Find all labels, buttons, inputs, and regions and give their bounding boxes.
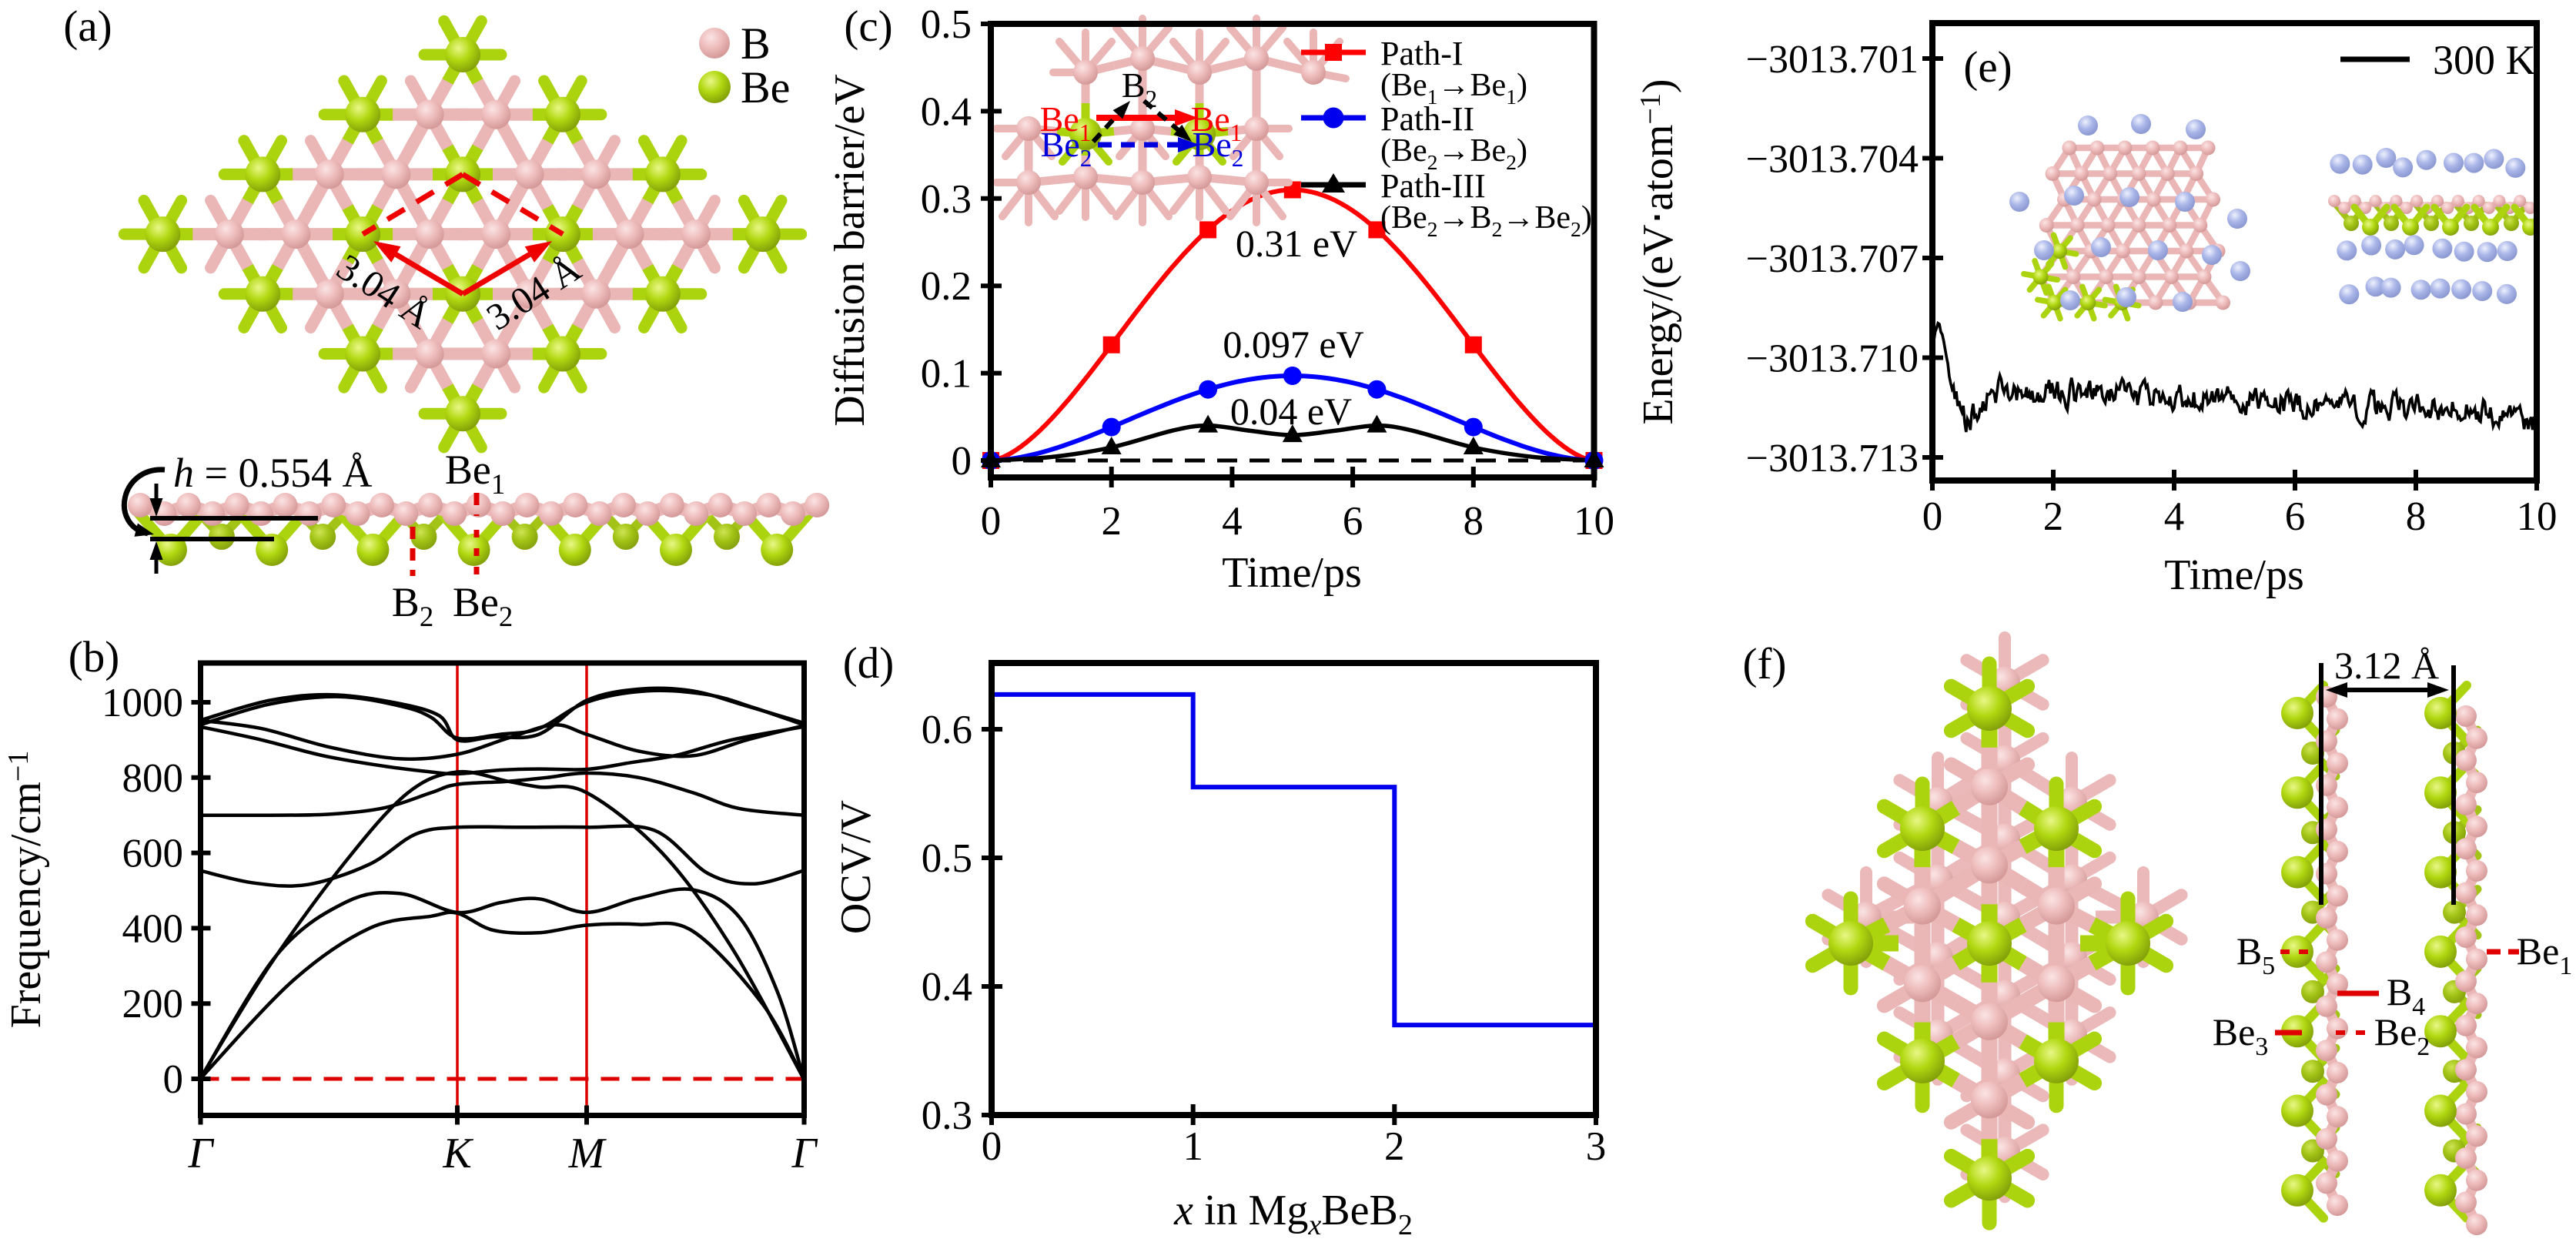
svg-text:0.5: 0.5 bbox=[922, 836, 972, 881]
svg-text:K: K bbox=[442, 1130, 473, 1177]
svg-text:Path-III: Path-III bbox=[1380, 167, 1486, 205]
svg-text:0.097 eV: 0.097 eV bbox=[1223, 323, 1363, 366]
svg-text:x in Mgx​BeB2: x in Mgx​BeB2 bbox=[1173, 1187, 1413, 1235]
svg-text:0.4: 0.4 bbox=[922, 965, 972, 1010]
svg-text:2: 2 bbox=[1384, 1124, 1405, 1169]
svg-text:4: 4 bbox=[2164, 494, 2185, 539]
svg-text:3.12 Å: 3.12 Å bbox=[2334, 644, 2439, 687]
svg-text:−3013.701: −3013.701 bbox=[1746, 38, 1919, 82]
svg-text:3: 3 bbox=[1586, 1124, 1607, 1169]
svg-text:6: 6 bbox=[1343, 499, 1363, 544]
svg-text:(e): (e) bbox=[1963, 43, 2012, 92]
svg-text:6: 6 bbox=[2285, 494, 2306, 539]
svg-text:0.3: 0.3 bbox=[922, 1093, 972, 1138]
svg-text:0.5: 0.5 bbox=[921, 2, 972, 47]
svg-text:10: 10 bbox=[2517, 494, 2558, 539]
svg-text:M: M bbox=[568, 1130, 607, 1177]
svg-text:0.1: 0.1 bbox=[921, 352, 972, 397]
svg-text:10: 10 bbox=[1574, 499, 1614, 544]
svg-text:B: B bbox=[741, 18, 771, 69]
svg-text:(Be1​→Be1​): (Be1​→Be1​) bbox=[1380, 68, 1527, 109]
svg-text:Time/ps: Time/ps bbox=[1222, 549, 1362, 597]
svg-text:0.31 eV: 0.31 eV bbox=[1236, 222, 1357, 265]
svg-text:h = 0.554 Å: h = 0.554 Å bbox=[173, 450, 372, 496]
svg-text:0: 0 bbox=[1922, 494, 1943, 539]
svg-text:0.3: 0.3 bbox=[921, 177, 972, 222]
svg-text:−3013.707: −3013.707 bbox=[1746, 237, 1919, 281]
svg-text:0: 0 bbox=[981, 499, 1002, 544]
svg-text:400: 400 bbox=[122, 906, 184, 951]
svg-text:4: 4 bbox=[1222, 499, 1243, 544]
svg-text:200: 200 bbox=[122, 982, 184, 1026]
svg-text:OCV/V: OCV/V bbox=[832, 800, 880, 934]
svg-text:Frequency/cm−1: Frequency/cm−1 bbox=[2, 751, 50, 1029]
svg-text:(c): (c) bbox=[844, 2, 892, 51]
svg-text:0.2: 0.2 bbox=[921, 264, 972, 309]
svg-text:8: 8 bbox=[2406, 494, 2427, 539]
svg-text:Be1: Be1 bbox=[445, 447, 505, 500]
svg-text:Γ: Γ bbox=[188, 1130, 215, 1177]
svg-text:Be: Be bbox=[741, 62, 790, 112]
svg-text:0.4: 0.4 bbox=[921, 89, 972, 134]
svg-text:0: 0 bbox=[982, 1124, 1002, 1169]
svg-text:Time/ps: Time/ps bbox=[2164, 551, 2304, 599]
svg-text:(a): (a) bbox=[63, 2, 112, 51]
svg-text:(Be2​→B2​→Be2​): (Be2​→B2​→Be2​) bbox=[1380, 200, 1592, 241]
svg-text:(f): (f) bbox=[1743, 640, 1787, 688]
svg-text:0: 0 bbox=[163, 1057, 184, 1102]
svg-text:Energy/(eV⋅atom−1​): Energy/(eV⋅atom−1​) bbox=[1634, 79, 1682, 424]
svg-text:Γ: Γ bbox=[791, 1130, 818, 1177]
svg-text:2: 2 bbox=[2043, 494, 2064, 539]
svg-text:1000: 1000 bbox=[102, 681, 183, 725]
svg-text:−3013.710: −3013.710 bbox=[1746, 337, 1919, 381]
svg-text:(b): (b) bbox=[69, 633, 119, 681]
svg-text:(Be2​→Be2​): (Be2​→Be2​) bbox=[1380, 133, 1527, 174]
svg-text:Diffusion barrier/eV: Diffusion barrier/eV bbox=[826, 74, 874, 427]
svg-text:600: 600 bbox=[122, 832, 184, 876]
svg-text:0.6: 0.6 bbox=[922, 708, 972, 752]
svg-text:−3013.713: −3013.713 bbox=[1746, 437, 1919, 481]
svg-text:0: 0 bbox=[952, 439, 972, 484]
svg-text:1: 1 bbox=[1183, 1124, 1203, 1169]
svg-text:2: 2 bbox=[1101, 499, 1122, 544]
svg-text:300 K: 300 K bbox=[2433, 37, 2536, 83]
svg-text:Path-II: Path-II bbox=[1380, 100, 1474, 138]
svg-text:0.04 eV: 0.04 eV bbox=[1230, 390, 1352, 433]
svg-text:(d): (d) bbox=[843, 639, 894, 688]
svg-text:8: 8 bbox=[1464, 499, 1484, 544]
svg-text:800: 800 bbox=[122, 756, 184, 801]
svg-text:−3013.704: −3013.704 bbox=[1746, 138, 1919, 182]
svg-text:Path-I: Path-I bbox=[1380, 35, 1464, 72]
